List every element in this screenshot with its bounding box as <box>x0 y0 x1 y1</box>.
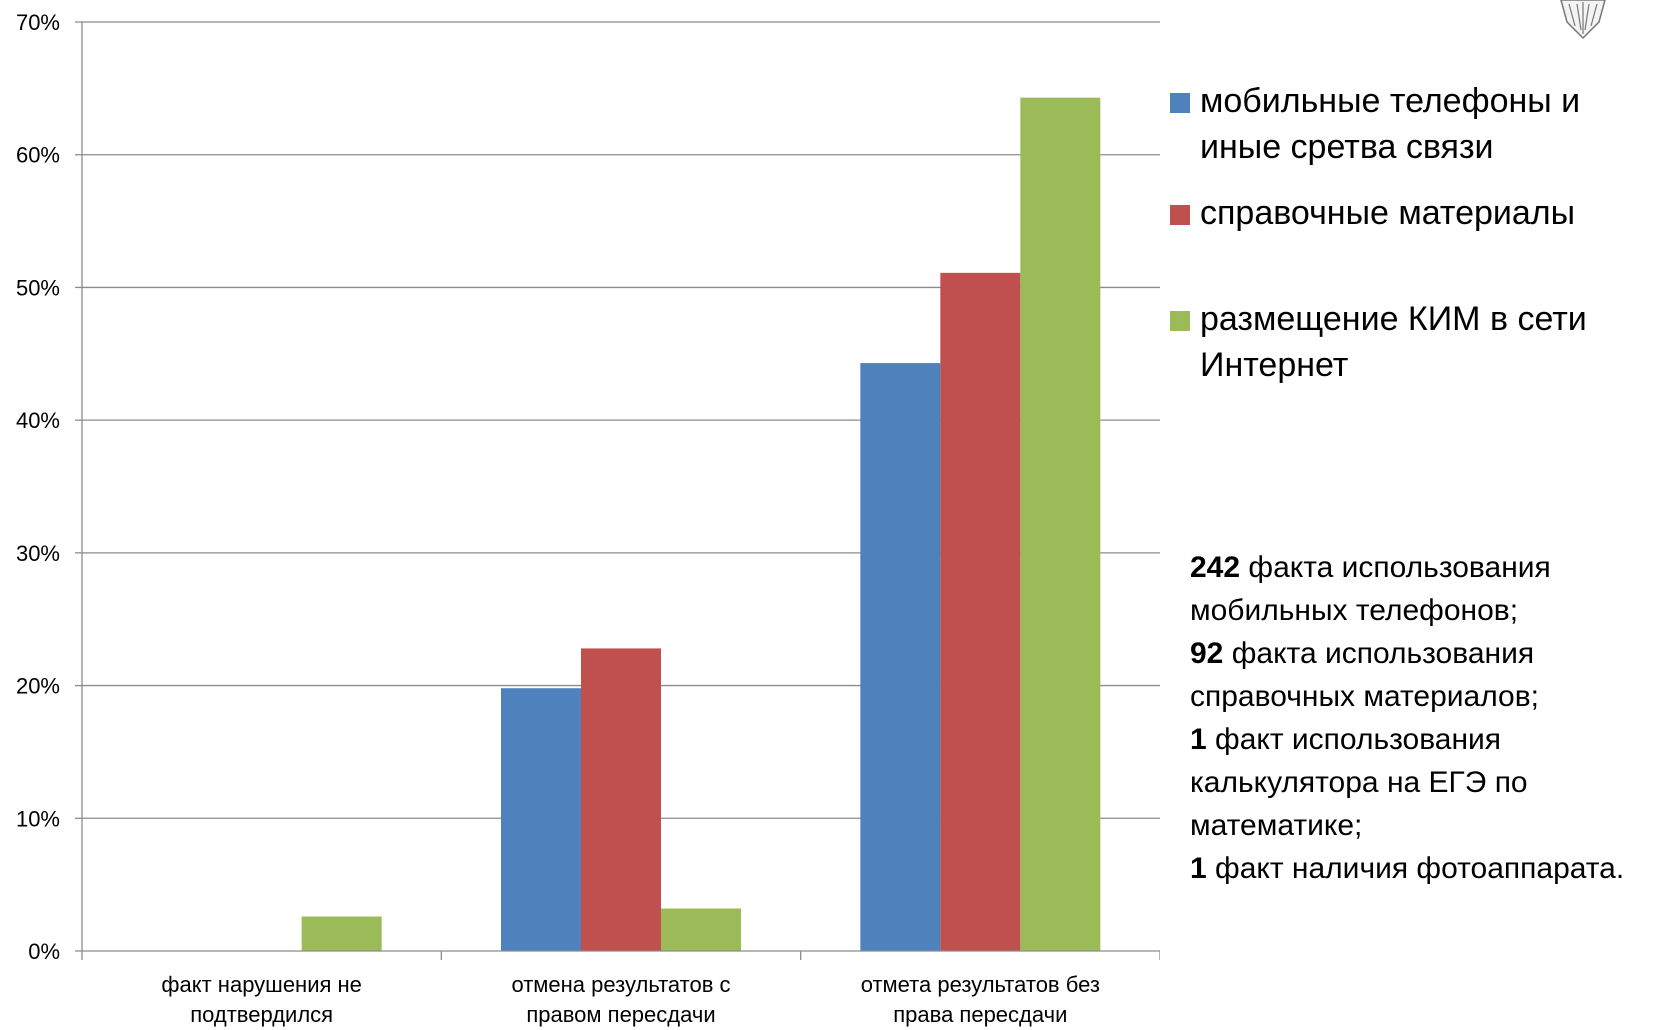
note-text: факт наличия фотоаппарата. <box>1206 852 1625 885</box>
x-tick-label: факт нарушения не подтвердился <box>161 972 362 1027</box>
note-text: факта использования справочных материало… <box>1190 637 1539 713</box>
legend-label: справочные материалы <box>1200 194 1576 232</box>
note-text: факта использования мобильных телефонов; <box>1190 551 1551 627</box>
x-tick-label: отмена результатов с правом пересдачи <box>511 972 730 1027</box>
note-line: 242 факта использования мобильных телефо… <box>1190 546 1675 632</box>
y-tick-label: 30% <box>16 541 60 566</box>
legend-swatch-red <box>1170 205 1190 225</box>
note-line: 1 факт использования калькулятора на ЕГЭ… <box>1190 718 1675 847</box>
notes-block: 242 факта использования мобильных телефо… <box>1190 546 1675 890</box>
bar <box>301 916 382 951</box>
x-tick-label-line: правом пересдачи <box>526 1002 715 1027</box>
note-number: 242 <box>1190 551 1241 584</box>
gridlines <box>82 21 1160 819</box>
y-tick-label: 60% <box>16 143 60 168</box>
bar <box>501 688 581 951</box>
y-tick-label: 40% <box>16 408 60 433</box>
y-tick-label: 0% <box>28 939 60 964</box>
x-tick-label-line: отмена результатов с <box>511 972 730 997</box>
legend-item-reference: справочные материалы <box>1170 190 1670 236</box>
y-tick-label: 50% <box>16 275 60 300</box>
note-text: факт использования калькулятора на ЕГЭ п… <box>1190 723 1528 842</box>
bar <box>661 908 741 951</box>
axes <box>75 21 1160 960</box>
bars <box>301 97 1101 952</box>
note-line: 1 факт наличия фотоаппарата. <box>1190 847 1675 890</box>
y-tick-label: 20% <box>16 674 60 699</box>
legend-item-internet: размещение КИМ в сети Интернет <box>1170 296 1670 388</box>
bar <box>940 272 1021 952</box>
bar-chart: 0% 10% 20% 30% 40% 50% 60% 70% факт нарушения н… <box>16 10 1160 1027</box>
note-number: 1 <box>1190 723 1207 756</box>
legend-swatch-blue <box>1170 93 1190 113</box>
note-line: 92 факта использования справочных матери… <box>1190 632 1675 718</box>
emblem-icon <box>1560 0 1606 40</box>
legend-item-mobile: мобильные телефоны и иные сретва связи <box>1170 78 1670 170</box>
x-tick-label-line: права пересдачи <box>893 1002 1067 1027</box>
x-tick-label-line: факт нарушения не <box>161 972 362 997</box>
x-tick-label-line: отмета результатов без <box>861 972 1100 997</box>
legend-swatch-green <box>1170 311 1190 331</box>
note-number: 92 <box>1190 637 1224 670</box>
y-tick-label: 70% <box>16 10 60 35</box>
legend-label: размещение КИМ в сети Интернет <box>1200 300 1587 384</box>
y-tick-labels: 0% 10% 20% 30% 40% 50% 60% 70% <box>16 10 60 964</box>
y-tick-label: 10% <box>16 806 60 831</box>
bar <box>581 648 661 951</box>
x-tick-label: отмета результатов без права пересдачи <box>861 972 1100 1027</box>
x-tick-label-line: подтвердился <box>190 1002 333 1027</box>
bar <box>1020 97 1101 951</box>
note-number: 1 <box>1190 852 1207 885</box>
legend: мобильные телефоны и иные сретва связи с… <box>1170 78 1670 408</box>
legend-label: мобильные телефоны и иные сретва связи <box>1200 82 1581 166</box>
x-tick-labels: факт нарушения не подтвердился отмена резу… <box>161 972 1100 1027</box>
bar <box>860 363 941 952</box>
